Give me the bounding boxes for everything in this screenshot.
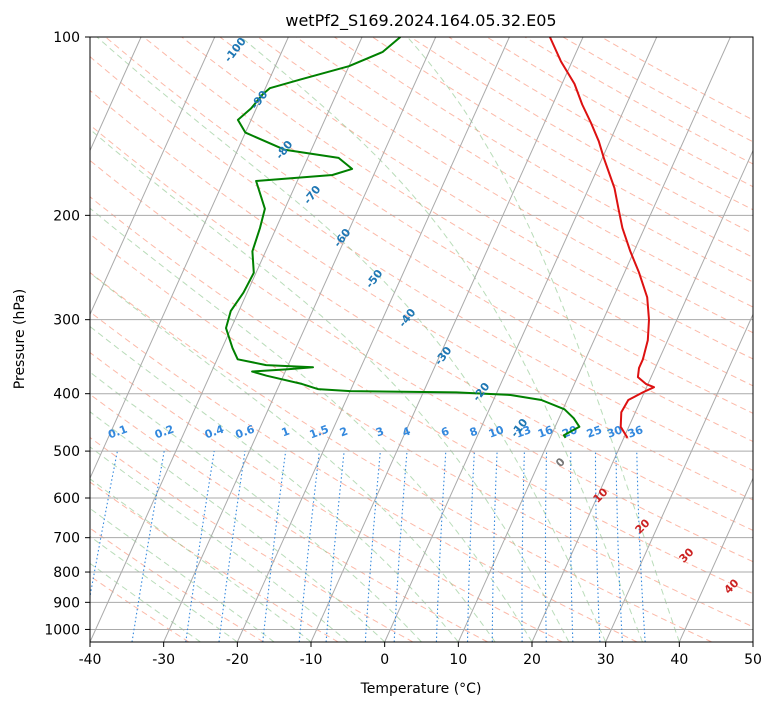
y-tick-label: 1000 bbox=[44, 622, 80, 638]
dry-adiabat-line bbox=[90, 89, 753, 501]
dry-adiabat-line bbox=[90, 55, 753, 471]
plot-frame bbox=[89, 36, 754, 643]
y-tick-label: 300 bbox=[53, 313, 80, 329]
sounding-profiles bbox=[225, 37, 655, 439]
isotherm-line bbox=[531, 149, 753, 642]
mixing-ratio-label: 2 bbox=[338, 425, 350, 440]
mixing-ratio-label: 8 bbox=[468, 425, 480, 440]
isotherm-line bbox=[236, 37, 510, 642]
x-axis-title: Temperature (°C) bbox=[360, 681, 482, 697]
dry-adiabat-line bbox=[90, 124, 753, 531]
dry-adiabat-line bbox=[90, 271, 712, 642]
isotherm-line bbox=[90, 37, 363, 642]
y-axis: 100 200 300 400 500 600 700 800 900 1000 bbox=[44, 30, 90, 638]
moist-adiabat-line bbox=[90, 411, 386, 642]
isotherm-line bbox=[384, 37, 658, 642]
y-tick-label: 600 bbox=[53, 491, 80, 507]
isotherm-line bbox=[163, 37, 437, 642]
isotherm-grid-lines bbox=[90, 37, 753, 642]
isotherm-line bbox=[310, 37, 584, 642]
moist-adiabat-lines bbox=[90, 37, 680, 642]
x-tick-label: 10 bbox=[449, 652, 467, 668]
chart-title: wetPf2_S169.2024.164.05.32.E05 bbox=[285, 11, 556, 31]
x-tick-label: -20 bbox=[226, 652, 249, 668]
mixing-ratio-line bbox=[298, 451, 320, 642]
y-axis-title: Pressure (hPa) bbox=[12, 289, 28, 389]
moist-adiabat-line bbox=[90, 507, 275, 642]
y-tick-label: 200 bbox=[53, 208, 80, 224]
dry-adiabat-line bbox=[90, 351, 563, 642]
dry-adiabat-line bbox=[90, 233, 753, 628]
y-tick-label: 100 bbox=[53, 30, 80, 46]
x-tick-label: 30 bbox=[597, 652, 615, 668]
mixing-ratio-lines: 0.1 0.2 0.4 0.6 1 1.5 2 3 4 6 8 10 13 16 20 25 30 36 bbox=[90, 422, 646, 642]
mixing-ratio-line bbox=[262, 451, 287, 642]
mixing-ratio-label: 6 bbox=[439, 424, 451, 439]
mixing-ratio-label: 0.4 bbox=[203, 422, 226, 441]
mixing-ratio-label: 0.2 bbox=[153, 423, 176, 442]
moist-adiabat-line bbox=[90, 535, 238, 642]
isotherm-line bbox=[678, 476, 753, 642]
mixing-ratio-label: 36 bbox=[626, 423, 645, 441]
dry-adiabat-line bbox=[334, 37, 753, 283]
mixing-ratio-label: 1 bbox=[280, 425, 292, 440]
isotherm-line bbox=[605, 313, 753, 642]
moist-adiabat-line bbox=[90, 272, 496, 642]
mixing-ratio-label: 1.5 bbox=[308, 423, 331, 442]
mixing-ratio-label: 25 bbox=[585, 423, 604, 440]
dry-adiabat-line bbox=[257, 37, 753, 334]
mixing-ratio-label: 10 bbox=[487, 423, 506, 441]
isotherm-line bbox=[90, 37, 289, 480]
moist-adiabat-line bbox=[90, 562, 201, 642]
x-tick-label: 40 bbox=[670, 652, 688, 668]
dry-adiabat-line bbox=[90, 311, 638, 642]
x-tick-label: 20 bbox=[523, 652, 541, 668]
isotherm-line bbox=[90, 37, 216, 316]
mixing-ratio-label: 0.1 bbox=[106, 423, 129, 442]
dry-adiabat-lines bbox=[90, 37, 753, 642]
moist-adiabat-line bbox=[90, 478, 312, 642]
x-tick-label: 0 bbox=[380, 652, 389, 668]
moist-adiabat-line bbox=[96, 37, 607, 642]
moist-adiabat-line bbox=[90, 325, 459, 642]
dry-adiabat-line bbox=[90, 159, 753, 563]
dry-adiabat-line bbox=[219, 37, 753, 360]
mixing-ratio-label: 0.6 bbox=[234, 422, 257, 441]
x-tick-label: -40 bbox=[79, 652, 102, 668]
mixing-ratio-line bbox=[218, 451, 246, 642]
mixing-ratio-line bbox=[185, 451, 215, 642]
mixing-ratio-line bbox=[325, 451, 345, 642]
y-tick-label: 500 bbox=[53, 444, 80, 460]
moist-adiabat-line bbox=[90, 207, 533, 642]
y-tick-label: 400 bbox=[53, 387, 80, 403]
mixing-ratio-label: 3 bbox=[374, 425, 386, 440]
y-tick-label: 700 bbox=[53, 531, 80, 547]
x-tick-label: 50 bbox=[744, 652, 762, 668]
dry-adiabat-line bbox=[90, 196, 753, 595]
x-tick-label: -30 bbox=[152, 652, 175, 668]
mixing-ratio-label: 13 bbox=[514, 423, 533, 440]
dry-adiabat-line bbox=[90, 481, 339, 642]
y-tick-label: 800 bbox=[53, 565, 80, 581]
isotherm-line bbox=[90, 37, 142, 152]
dewpoint-profile-line bbox=[225, 37, 581, 439]
temperature-profile-line bbox=[548, 37, 655, 439]
dry-adiabat-line bbox=[105, 37, 753, 443]
moist-adiabat-line bbox=[407, 37, 680, 642]
isotherm-line bbox=[457, 37, 731, 642]
moist-adiabat-line bbox=[240, 37, 643, 642]
mixing-ratio-label: 30 bbox=[605, 423, 624, 441]
x-axis: -40 -30 -20 -10 0 10 20 30 40 50 bbox=[79, 642, 762, 668]
y-tick-label: 900 bbox=[53, 595, 80, 611]
mixing-ratio-label: 4 bbox=[401, 424, 413, 439]
mixing-ratio-label: 16 bbox=[536, 423, 555, 441]
x-tick-label: -10 bbox=[300, 652, 323, 668]
mixing-ratio-line bbox=[364, 451, 381, 642]
